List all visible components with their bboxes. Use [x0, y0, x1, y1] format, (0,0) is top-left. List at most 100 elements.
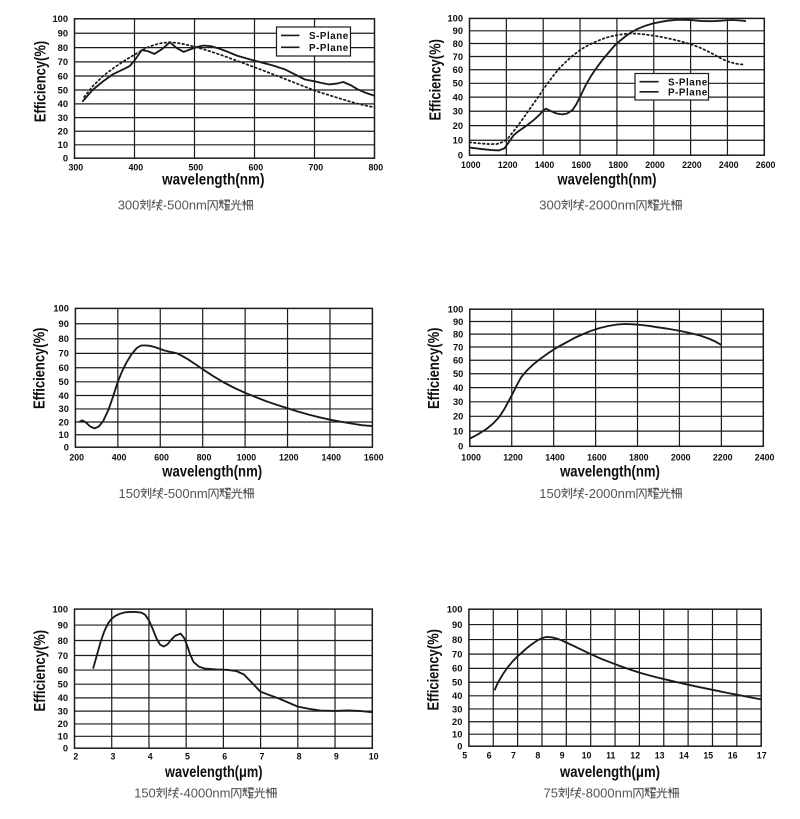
svg-text:20: 20: [58, 719, 68, 729]
svg-text:75: 75: [544, 786, 558, 801]
svg-text:60: 60: [453, 356, 463, 366]
svg-text:1600: 1600: [587, 452, 607, 462]
svg-text:150: 150: [539, 486, 561, 501]
svg-text:30: 30: [58, 706, 68, 716]
svg-text:16: 16: [728, 751, 738, 761]
svg-text:50: 50: [58, 85, 68, 95]
svg-text:S-Plane: S-Plane: [309, 31, 349, 42]
svg-text:1800: 1800: [629, 452, 649, 462]
svg-text:9: 9: [334, 752, 339, 762]
svg-text:13: 13: [655, 751, 665, 761]
svg-text:5: 5: [185, 752, 190, 762]
svg-text:90: 90: [59, 319, 69, 329]
svg-text:100: 100: [53, 304, 69, 314]
svg-text:700: 700: [308, 163, 323, 173]
svg-text:50: 50: [453, 369, 463, 379]
svg-text:Efficiency(%): Efficiency(%): [32, 630, 49, 712]
svg-text:40: 40: [453, 92, 463, 102]
svg-text:-8000nm: -8000nm: [581, 786, 632, 801]
svg-text:40: 40: [452, 691, 462, 701]
svg-text:-500nm: -500nm: [164, 486, 208, 501]
svg-text:2600: 2600: [756, 160, 776, 170]
svg-text:7: 7: [511, 751, 516, 761]
svg-text:600: 600: [154, 452, 169, 462]
svg-text:50: 50: [452, 678, 462, 688]
svg-text:wavelength(μm): wavelength(μm): [164, 764, 262, 781]
svg-text:0: 0: [458, 151, 463, 161]
svg-text:2: 2: [73, 752, 78, 762]
svg-text:8: 8: [297, 752, 302, 762]
svg-text:15: 15: [703, 751, 713, 761]
svg-text:1200: 1200: [498, 160, 518, 170]
svg-text:2400: 2400: [719, 160, 739, 170]
svg-text:Efficiency(%): Efficiency(%): [32, 328, 49, 410]
svg-text:2200: 2200: [682, 160, 702, 170]
svg-text:70: 70: [453, 342, 463, 352]
svg-text:60: 60: [58, 665, 68, 675]
svg-text:wavelength(nm): wavelength(nm): [161, 172, 264, 189]
svg-text:1400: 1400: [535, 160, 555, 170]
svg-text:10: 10: [582, 751, 592, 761]
svg-text:30: 30: [453, 397, 463, 407]
svg-text:30: 30: [58, 113, 68, 123]
svg-text:wavelength(μm): wavelength(μm): [559, 764, 660, 781]
svg-text:Efficiency(%): Efficiency(%): [32, 41, 49, 123]
svg-text:100: 100: [52, 14, 68, 24]
svg-text:60: 60: [59, 363, 69, 373]
svg-text:1400: 1400: [322, 452, 342, 462]
svg-text:50: 50: [453, 79, 463, 89]
svg-text:0: 0: [64, 443, 69, 453]
svg-text:1200: 1200: [279, 452, 299, 462]
svg-text:0: 0: [457, 742, 462, 752]
svg-text:40: 40: [59, 391, 69, 401]
svg-text:300: 300: [118, 198, 140, 213]
svg-text:20: 20: [453, 121, 463, 131]
svg-text:Efficiency(%): Efficiency(%): [427, 39, 444, 121]
svg-text:2400: 2400: [755, 452, 775, 462]
svg-text:70: 70: [59, 349, 69, 359]
svg-text:0: 0: [458, 442, 463, 452]
svg-text:100: 100: [447, 605, 463, 615]
svg-text:10: 10: [58, 140, 68, 150]
svg-text:1000: 1000: [461, 160, 481, 170]
svg-text:30: 30: [59, 404, 69, 414]
svg-text:30: 30: [453, 107, 463, 117]
svg-text:1400: 1400: [545, 452, 565, 462]
svg-text:20: 20: [58, 127, 68, 137]
svg-text:800: 800: [197, 452, 212, 462]
svg-text:40: 40: [58, 693, 68, 703]
svg-text:2200: 2200: [713, 452, 733, 462]
svg-text:P-Plane: P-Plane: [668, 87, 708, 98]
svg-text:80: 80: [453, 39, 463, 49]
svg-text:80: 80: [452, 635, 462, 645]
svg-text:80: 80: [453, 329, 463, 339]
svg-text:150: 150: [134, 786, 156, 801]
svg-text:2000: 2000: [645, 160, 665, 170]
svg-text:10: 10: [452, 730, 462, 740]
svg-text:90: 90: [58, 29, 68, 39]
svg-text:400: 400: [112, 452, 127, 462]
svg-text:1600: 1600: [364, 452, 384, 462]
svg-text:wavelength(nm): wavelength(nm): [559, 463, 660, 480]
svg-text:800: 800: [368, 163, 383, 173]
svg-text:1000: 1000: [461, 452, 481, 462]
svg-text:40: 40: [58, 99, 68, 109]
svg-text:11: 11: [606, 751, 615, 761]
svg-text:8: 8: [535, 751, 540, 761]
svg-text:20: 20: [452, 717, 462, 727]
svg-text:9: 9: [560, 751, 565, 761]
svg-text:5: 5: [462, 751, 467, 761]
svg-text:200: 200: [69, 452, 84, 462]
svg-text:150: 150: [119, 486, 141, 501]
svg-text:80: 80: [59, 334, 69, 344]
svg-text:50: 50: [58, 680, 68, 690]
svg-text:10: 10: [59, 430, 69, 440]
svg-text:6: 6: [487, 751, 492, 761]
svg-text:P-Plane: P-Plane: [309, 43, 349, 54]
svg-text:500: 500: [188, 163, 203, 173]
svg-text:Efficiency(%): Efficiency(%): [426, 629, 443, 711]
svg-text:90: 90: [453, 26, 463, 36]
svg-text:10: 10: [369, 752, 379, 762]
svg-text:S-Plane: S-Plane: [668, 77, 708, 88]
svg-text:100: 100: [448, 305, 464, 315]
